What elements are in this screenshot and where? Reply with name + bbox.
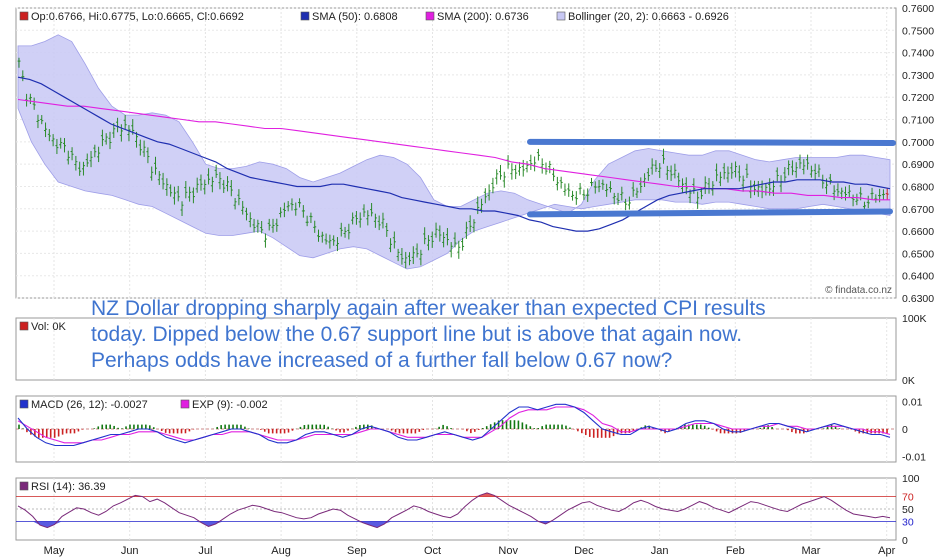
x-tick-label: Jan [651, 545, 669, 557]
price-y-tick-label: 0.7200 [902, 92, 934, 104]
macd-legend-label: MACD (26, 12): -0.0027 [31, 399, 148, 411]
volume-legend-label: Vol: 0K [31, 321, 67, 333]
macd-panel: MACD (26, 12): -0.0027 EXP (9): -0.002 0.0… [15, 395, 926, 464]
bollinger-band [17, 34, 891, 270]
rsi-line [17, 492, 891, 529]
rsi-legend-label: RSI (14): 36.39 [31, 481, 106, 493]
sma50-line [17, 76, 891, 232]
volume-y-tick-label: 100K [902, 313, 927, 325]
x-tick-label: Jul [198, 545, 212, 557]
macd-y-tick-label: -0.01 [902, 452, 926, 464]
macd-y-tick-label: 0.01 [902, 397, 923, 409]
resistance-line [527, 138, 896, 146]
price-y-tick-label: 0.7500 [902, 25, 934, 37]
volume-y-tick-label: 0K [902, 375, 915, 387]
price-y-tick-label: 0.6300 [902, 293, 934, 305]
x-tick-label: May [44, 545, 65, 557]
macd-legend-swatch [180, 399, 190, 409]
price-legend-swatch [300, 11, 310, 21]
price-y-tick-label: 0.7600 [902, 3, 934, 15]
price-y-tick-label: 0.6400 [902, 271, 934, 283]
price-y-tick-label: 0.7100 [902, 115, 934, 127]
annotation-text: NZ Dollar dropping sharply again after w… [91, 297, 766, 372]
price-y-tick-label: 0.6800 [902, 181, 934, 193]
x-tick-label: Apr [878, 545, 895, 557]
price-legend-label: Bollinger (20, 2): 0.6663 - 0.6926 [568, 11, 729, 23]
price-y-tick-label: 0.6900 [902, 159, 934, 171]
price-y-tick-label: 0.6500 [902, 248, 934, 260]
price-legend-label: SMA (50): 0.6808 [312, 11, 398, 23]
macd-legend-swatch [19, 399, 29, 409]
macd-y-tick-label: 0 [902, 424, 908, 436]
x-tick-label: Jun [121, 545, 139, 557]
sma200-line [17, 98, 890, 201]
rsi-y-tick-label: 50 [902, 504, 914, 516]
support-line [527, 208, 893, 218]
price-legend-swatch [425, 11, 435, 21]
rsi-legend-swatch [19, 481, 29, 491]
volume-legend-swatch [19, 321, 29, 331]
price-legend-swatch [556, 11, 566, 21]
x-tick-label: Aug [271, 545, 291, 557]
price-y-tick-label: 0.6600 [902, 226, 934, 238]
macd-legend-label: EXP (9): -0.002 [192, 399, 268, 411]
macd-line [17, 403, 891, 447]
rsi-y-tick-label: 100 [902, 473, 920, 485]
x-tick-label: Oct [424, 545, 441, 557]
volume-panel: Vol: 0K 100K 0K [15, 313, 927, 387]
price-y-tick-label: 0.7400 [902, 48, 934, 60]
price-legend-label: SMA (200): 0.6736 [437, 11, 529, 23]
volume-frame [15, 317, 897, 381]
price-y-tick-label: 0.6700 [902, 204, 934, 216]
price-legend-swatch [19, 11, 29, 21]
price-legend-label: Op:0.6766, Hi:0.6775, Lo:0.6665, Cl:0.66… [31, 11, 244, 23]
x-tick-label: Nov [498, 545, 518, 557]
x-tick-label: Dec [574, 545, 594, 557]
watermark: © findata.co.nz [825, 285, 892, 296]
price-panel: Op:0.6766, Hi:0.6775, Lo:0.6665, Cl:0.66… [15, 3, 934, 305]
price-y-tick-label: 0.7300 [902, 70, 934, 82]
rsi-y-tick-label: 0 [902, 535, 908, 547]
price-y-tick-label: 0.7000 [902, 137, 934, 149]
x-tick-label: Mar [802, 545, 821, 557]
x-tick-label: Feb [726, 545, 745, 557]
x-tick-label: Sep [347, 545, 367, 557]
rsi-y-tick-label: 30 [902, 516, 914, 528]
rsi-y-tick-label: 70 [902, 492, 914, 504]
x-axis: May Jun Jul Aug Sep Oct Nov Dec Jan Feb Mar Apr [44, 545, 896, 557]
